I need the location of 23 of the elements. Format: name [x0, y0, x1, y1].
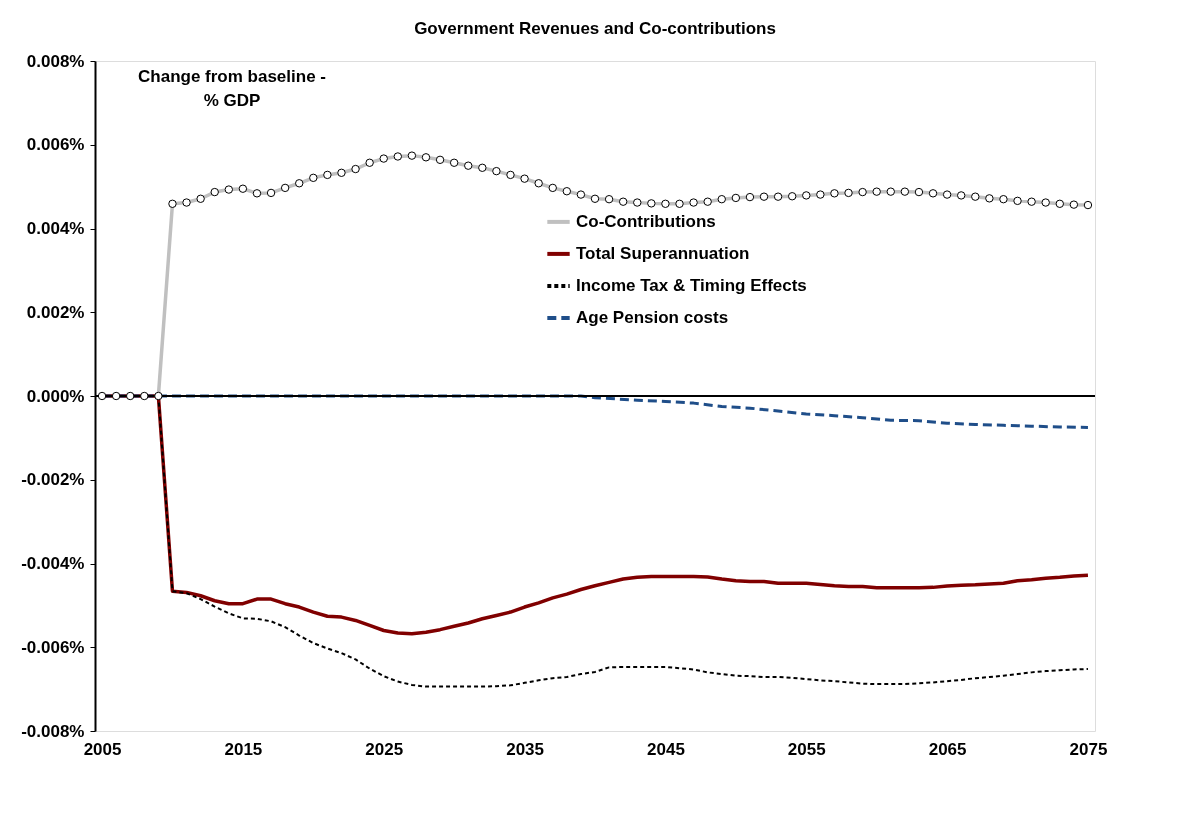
y-tick-label: 0.002%	[26, 302, 85, 322]
y-tick-label: -0.004%	[21, 554, 85, 573]
y-tick-label: -0.008%	[21, 721, 85, 741]
legend-label: Total Superannuation	[576, 243, 750, 263]
y-tick-label: 0.004%	[26, 219, 85, 238]
y-tick-label: 0.000%	[26, 386, 85, 406]
x-tick-label: 2055	[787, 739, 826, 759]
x-tick-label: 2035	[506, 739, 544, 759]
x-tick-label: 2065	[928, 739, 967, 759]
legend-label: Co-Contributions	[576, 211, 716, 231]
y-tick-label: 0.006%	[26, 135, 85, 155]
y-tick-label: 0.008%	[26, 51, 85, 71]
chart-title: Government Revenues and Co-contributions	[414, 19, 776, 38]
x-tick-label: 2075	[1069, 739, 1108, 759]
x-tick-label: 2015	[224, 739, 263, 759]
x-tick-label: 2045	[647, 739, 685, 759]
legend-label: Age Pension costs	[576, 307, 729, 327]
x-tick-label: 2005	[83, 739, 122, 759]
annotation: Change from baseline - % GDP	[138, 67, 326, 111]
y-tick-label: -0.006%	[21, 637, 85, 657]
legend-label: Income Tax & Timing Effects	[576, 275, 807, 295]
y-tick-label: -0.002%	[21, 470, 85, 490]
x-tick-label: 2025	[365, 739, 404, 759]
